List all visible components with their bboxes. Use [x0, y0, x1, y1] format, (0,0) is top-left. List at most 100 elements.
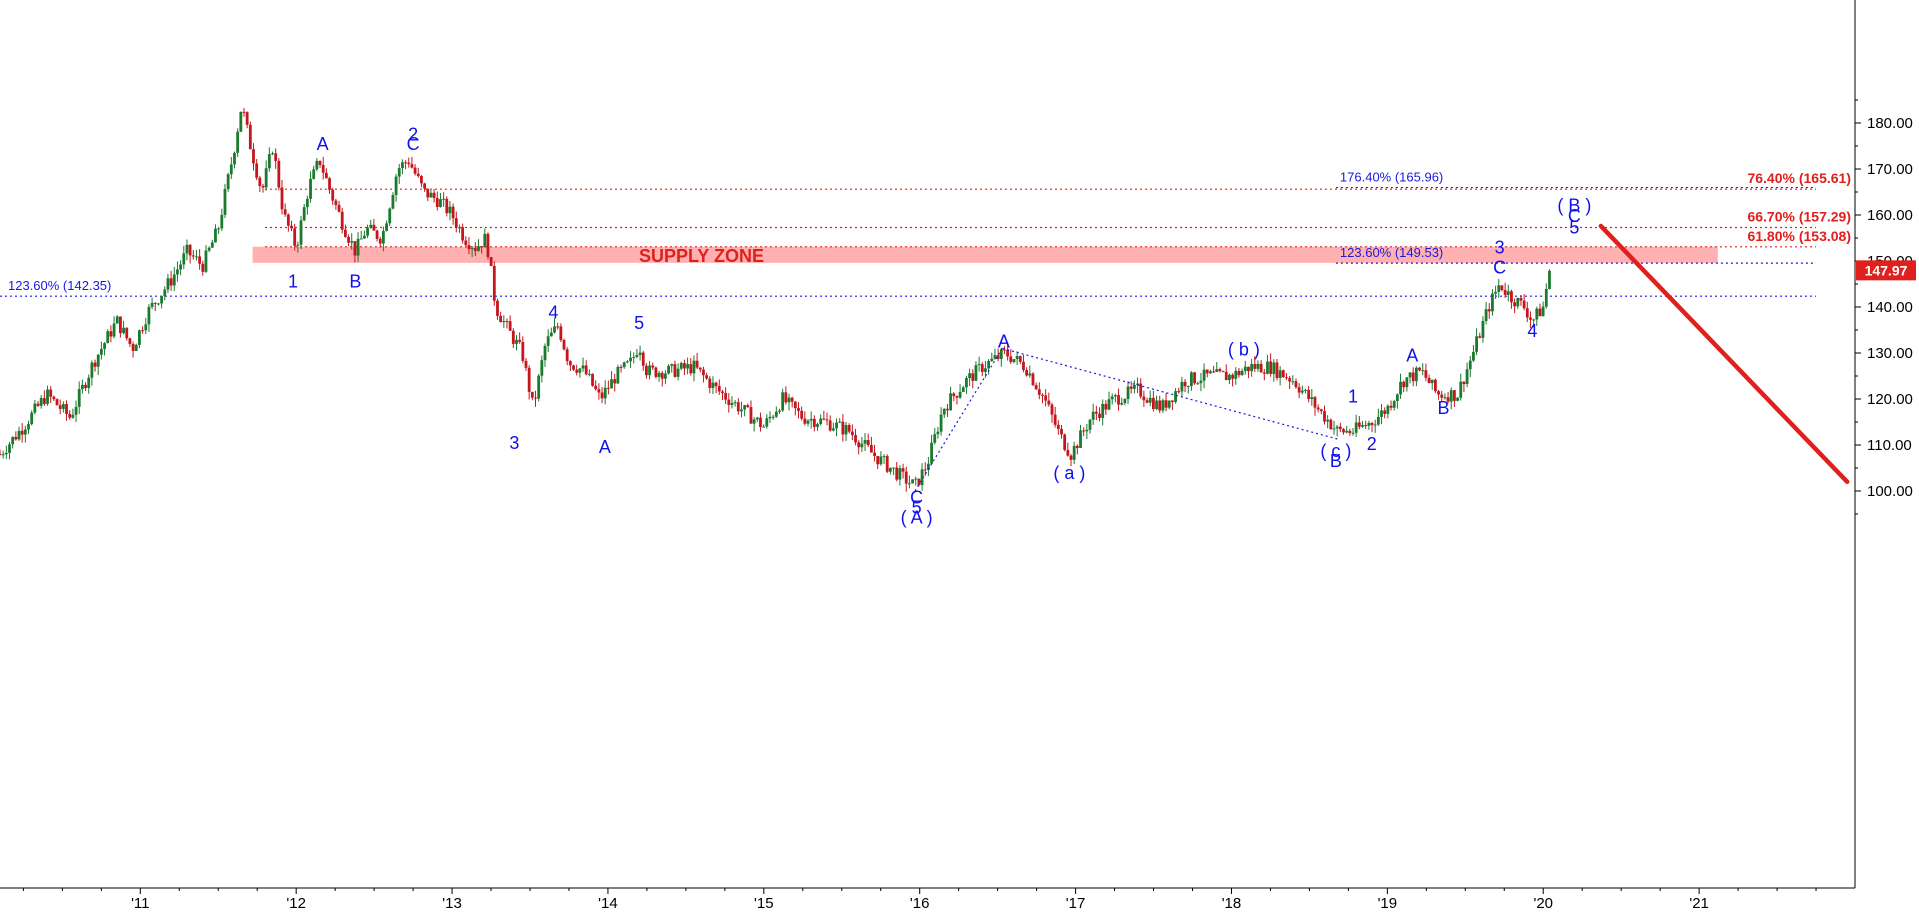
candle-body	[781, 392, 785, 411]
candle-body	[160, 295, 164, 304]
candle-body	[879, 456, 883, 465]
candle-body	[657, 372, 661, 377]
candle-body	[1323, 411, 1326, 422]
candle-body	[784, 392, 788, 403]
candle-body	[1525, 308, 1529, 318]
candle-body	[606, 387, 610, 389]
candle-body	[96, 354, 100, 367]
candle-body	[442, 198, 446, 200]
candle-body	[1348, 430, 1352, 434]
candle-body	[378, 238, 382, 244]
candle-body	[1500, 285, 1504, 291]
candle-body	[93, 362, 97, 367]
candle-body	[318, 160, 322, 165]
candle-body	[1174, 391, 1177, 402]
candle-body	[1256, 363, 1260, 369]
candle-body	[176, 269, 179, 275]
candle-body	[809, 418, 813, 421]
wave-label: 5	[634, 313, 644, 333]
candle-body	[350, 241, 354, 243]
candle-body	[1145, 400, 1149, 403]
candle-body	[616, 366, 620, 384]
candle-body	[1462, 381, 1466, 385]
candle-body	[1228, 374, 1231, 381]
candle-body	[1332, 428, 1336, 430]
candle-body	[521, 341, 525, 361]
y-tick-label: 170.00	[1867, 161, 1913, 178]
candle-body	[683, 363, 686, 369]
candle-body	[901, 468, 905, 472]
candle-body	[594, 385, 598, 390]
candle-body	[14, 436, 18, 440]
candle-body	[1484, 309, 1488, 322]
candle-body	[1364, 425, 1368, 427]
candle-body	[1316, 407, 1320, 410]
candle-body	[1221, 371, 1225, 373]
y-tick-label: 110.00	[1867, 437, 1912, 454]
candle-body	[17, 430, 21, 440]
candle-body	[847, 425, 851, 432]
candle-body	[33, 403, 37, 413]
x-tick-label: '17	[1066, 895, 1086, 912]
candle-body	[1050, 404, 1054, 415]
candle-body	[1158, 400, 1162, 411]
candle-body	[1034, 385, 1038, 390]
candle-body	[990, 358, 994, 362]
candle-body	[334, 200, 338, 205]
candle-body	[882, 456, 886, 458]
candle-body	[217, 228, 221, 230]
candle-body	[1503, 290, 1507, 295]
candle-body	[1085, 429, 1089, 432]
candle-body	[1310, 397, 1314, 400]
candle-body	[1354, 422, 1358, 433]
candle-body	[1041, 394, 1044, 396]
candle-body	[1357, 422, 1361, 427]
x-tick-label: '15	[754, 895, 774, 912]
fib-levels-layer: 123.60% (142.35)123.60% (149.53)176.40% …	[0, 170, 1851, 297]
candle-body	[724, 393, 728, 400]
candle-body	[496, 300, 499, 316]
candle-body	[911, 479, 914, 484]
candle-body	[267, 154, 271, 169]
candle-body	[426, 188, 430, 198]
wave-label: 1	[1348, 387, 1358, 407]
candle-body	[337, 204, 341, 212]
wave-label: ( a )	[1053, 463, 1085, 483]
candle-body	[575, 369, 579, 373]
candle-body	[1253, 364, 1257, 369]
candle-body	[432, 192, 436, 199]
candle-body	[1129, 386, 1133, 389]
candle-body	[52, 396, 56, 400]
candle-body	[0, 454, 2, 456]
candle-body	[695, 360, 699, 368]
candle-body	[1468, 360, 1472, 370]
candle-body	[1190, 372, 1193, 387]
candle-body	[1126, 386, 1130, 400]
candle-body	[1424, 370, 1428, 378]
candle-body	[99, 348, 103, 355]
candle-body	[1395, 394, 1399, 402]
candle-body	[803, 418, 807, 424]
candle-body	[730, 402, 734, 405]
candle-body	[1402, 381, 1406, 388]
candle-body	[1399, 381, 1402, 395]
candle-body	[869, 445, 873, 453]
candle-body	[1224, 371, 1228, 381]
candle-body	[125, 327, 129, 339]
candle-body	[1307, 389, 1311, 400]
x-tick-label: '19	[1378, 895, 1398, 912]
candle-body	[1003, 349, 1006, 351]
candle-body	[394, 176, 398, 196]
candle-body	[439, 199, 442, 207]
candle-body	[660, 372, 664, 379]
candle-body	[1044, 395, 1048, 401]
candle-body	[505, 321, 509, 323]
wave-label: ( c )	[1320, 441, 1351, 461]
candle-body	[705, 375, 709, 379]
candle-body	[261, 185, 265, 188]
candle-body	[138, 330, 141, 345]
candle-body	[220, 214, 224, 229]
